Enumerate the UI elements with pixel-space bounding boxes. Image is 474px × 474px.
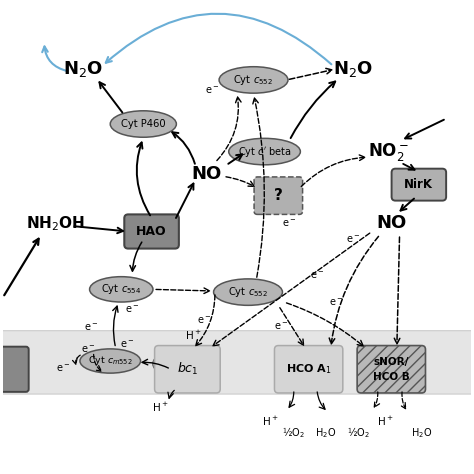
Text: e$^-$: e$^-$ [205,85,219,96]
Text: Cyt $c'$ beta: Cyt $c'$ beta [237,145,292,159]
Text: $bc_1$: $bc_1$ [177,361,198,377]
Text: HCO A$_1$: HCO A$_1$ [286,362,331,376]
Text: H$^+$: H$^+$ [152,401,168,414]
Text: e$^-$: e$^-$ [274,321,288,332]
Text: e$^-$: e$^-$ [125,304,139,315]
Text: Cyt $c_{552}$: Cyt $c_{552}$ [228,285,268,299]
Text: HCO B: HCO B [373,372,410,382]
FancyBboxPatch shape [0,346,29,392]
Ellipse shape [219,67,288,93]
Text: ½O$_2$: ½O$_2$ [283,425,305,440]
Ellipse shape [90,277,153,302]
Text: H$_2$O: H$_2$O [411,426,432,439]
Text: N$_2$O: N$_2$O [333,59,373,79]
Text: HAO: HAO [136,225,167,238]
FancyBboxPatch shape [155,346,220,393]
Text: NO$_2^-$: NO$_2^-$ [368,141,409,163]
Text: H$^+$: H$^+$ [184,328,201,342]
Text: e$^-$: e$^-$ [119,339,134,350]
Text: e$^-$: e$^-$ [81,345,95,356]
Text: e$^-$: e$^-$ [346,234,360,245]
Text: e$^-$: e$^-$ [329,297,343,308]
Text: Cyt $c_{m552}$: Cyt $c_{m552}$ [88,355,133,367]
FancyBboxPatch shape [274,346,343,393]
FancyBboxPatch shape [124,214,179,248]
Text: e$^-$: e$^-$ [197,315,211,326]
Text: e$^-$: e$^-$ [84,322,98,333]
FancyBboxPatch shape [392,169,446,201]
Text: Cyt $c_{554}$: Cyt $c_{554}$ [101,283,141,296]
Circle shape [153,356,167,371]
FancyBboxPatch shape [254,177,302,214]
Text: ?: ? [274,188,283,203]
Text: H$_2$O: H$_2$O [315,426,336,439]
Text: ½O$_2$: ½O$_2$ [347,425,370,440]
Text: Cyt P460: Cyt P460 [121,119,165,129]
Text: NO: NO [376,214,406,232]
Ellipse shape [110,111,176,137]
Text: e$^-$: e$^-$ [282,218,297,229]
FancyBboxPatch shape [357,346,426,393]
Text: H$^+$: H$^+$ [377,415,394,428]
Text: sNOR/: sNOR/ [374,356,409,366]
Text: H$^+$: H$^+$ [262,415,278,428]
Text: N$_2$O: N$_2$O [63,59,103,79]
FancyBboxPatch shape [0,331,474,394]
Text: NH$_2$OH: NH$_2$OH [26,214,84,233]
Text: NO: NO [191,164,222,182]
Ellipse shape [80,349,141,373]
Ellipse shape [229,138,301,165]
Text: NirK: NirK [404,178,433,191]
Text: Cyt $c_{552}$: Cyt $c_{552}$ [234,73,273,87]
Text: e$^-$: e$^-$ [310,270,324,281]
Text: e$^-$: e$^-$ [56,363,71,374]
Ellipse shape [214,279,283,305]
